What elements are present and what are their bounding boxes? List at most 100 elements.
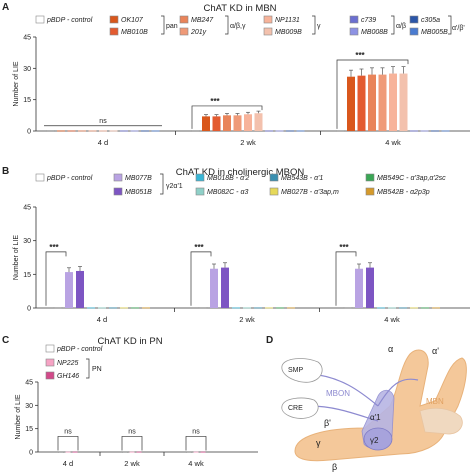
- legend-label: MB082C - α3: [207, 189, 248, 196]
- bar: [388, 307, 396, 309]
- legend-swatch: [45, 344, 55, 353]
- sig-bracket: [336, 59, 409, 129]
- smp-region: [281, 358, 323, 383]
- legend-bracket: [391, 15, 395, 35]
- legend-swatch: [269, 173, 279, 182]
- panel-title-b: ChAT KD in cholinergic MBON: [175, 167, 305, 178]
- bar: [87, 307, 95, 309]
- bar: [420, 130, 429, 132]
- legend-label: MB543B - α'1: [281, 175, 323, 182]
- sig-label: ns: [64, 428, 72, 435]
- legend-label: MB010B: [121, 29, 148, 36]
- sig-label: ***: [355, 51, 365, 60]
- sig-bracket: [121, 436, 143, 451]
- bar: [151, 130, 160, 132]
- x-category-label: 2 wk: [240, 138, 256, 147]
- bar: [129, 451, 135, 453]
- y-tick-label: 0: [27, 129, 31, 136]
- sig-label: ***: [339, 243, 349, 252]
- bar: [243, 307, 251, 309]
- legend-label: MB542B - α2p3p: [377, 189, 430, 196]
- bar: [200, 451, 206, 453]
- sig-bracket: [190, 251, 212, 306]
- mb-diagram: α α' SMP MBON CRE MBN β' α'1 γ γ2 β: [281, 344, 467, 472]
- sig-label: ***: [194, 243, 204, 252]
- y-tick-label: 45: [23, 205, 31, 212]
- legend-swatch: [113, 173, 123, 182]
- legend-label: 201y: [190, 29, 207, 36]
- sig-bracket: [185, 436, 207, 451]
- bar: [65, 272, 73, 308]
- y-tick-label: 15: [23, 272, 31, 279]
- bar: [223, 115, 231, 131]
- x-category-label: 2 wk: [239, 315, 255, 324]
- legend-bracket: [86, 358, 90, 379]
- legend-swatch: [179, 27, 189, 36]
- legend-bracket: [225, 15, 229, 35]
- legend-label: MB247: [191, 17, 214, 24]
- bar: [198, 307, 208, 309]
- mbn-calyx: [419, 407, 463, 435]
- bar: [244, 114, 252, 131]
- legend-bracket: [160, 173, 164, 195]
- bar: [357, 75, 366, 131]
- legend-label: MB009B: [275, 29, 302, 36]
- bar: [142, 307, 150, 309]
- legend-swatch: [195, 173, 205, 182]
- legend-label: OK107: [121, 17, 144, 24]
- bar: [210, 268, 218, 308]
- bar: [221, 267, 229, 308]
- bar: [58, 451, 64, 453]
- bar: [109, 307, 117, 309]
- y-axis-label: Number of LIE: [13, 235, 20, 280]
- legend-label: pBDP - control: [46, 17, 93, 24]
- legend-label: MB051B: [125, 189, 152, 196]
- legend-bracket: [312, 15, 316, 35]
- bar: [78, 130, 86, 132]
- legend-swatch: [263, 15, 273, 24]
- legend-label: c739: [361, 17, 376, 24]
- bar: [276, 307, 284, 309]
- sig-bracket: [191, 105, 263, 129]
- x-category-label: 4 wk: [188, 459, 204, 468]
- legend-label: GH146: [57, 373, 79, 380]
- legend-group-label: α/β: [396, 23, 406, 30]
- y-tick-label: 30: [23, 66, 31, 73]
- legend-swatch: [349, 27, 359, 36]
- legend-label: MB077B: [125, 175, 152, 182]
- bar: [254, 307, 262, 309]
- sig-bracket: [45, 251, 67, 306]
- x-category-label: 2 wk: [124, 459, 140, 468]
- label-cre: CRE: [288, 405, 303, 412]
- label-alpha: α: [388, 344, 393, 354]
- bar: [232, 307, 240, 309]
- bar: [343, 307, 353, 309]
- bar: [378, 74, 387, 131]
- legend-swatch: [109, 27, 119, 36]
- y-axis-label: Number of LIE: [13, 61, 20, 106]
- bar: [186, 451, 192, 453]
- bar: [141, 130, 149, 132]
- legend-label: pBDP - control: [56, 346, 103, 353]
- legend-bracket: [448, 15, 452, 35]
- y-tick-label: 45: [23, 35, 31, 42]
- label-smp: SMP: [288, 367, 304, 374]
- bar: [287, 307, 295, 309]
- bar: [120, 130, 128, 132]
- y-tick-label: 15: [25, 426, 33, 433]
- bar: [265, 130, 273, 132]
- panel-letter-c: C: [2, 335, 10, 346]
- legend-group-label: α'/β': [452, 25, 465, 32]
- legend-swatch: [263, 27, 273, 36]
- panel-letter-a: A: [2, 2, 10, 13]
- legend-label: MB027B - α'3ap,m: [281, 189, 339, 196]
- label-beta-prime: β': [324, 418, 331, 428]
- bar: [212, 116, 221, 131]
- bar: [130, 130, 139, 132]
- bar: [377, 307, 385, 309]
- label-alpha-prime: α': [432, 346, 439, 356]
- legend-group-label: pan: [166, 23, 178, 30]
- legend-swatch: [349, 15, 359, 24]
- bar: [65, 451, 71, 453]
